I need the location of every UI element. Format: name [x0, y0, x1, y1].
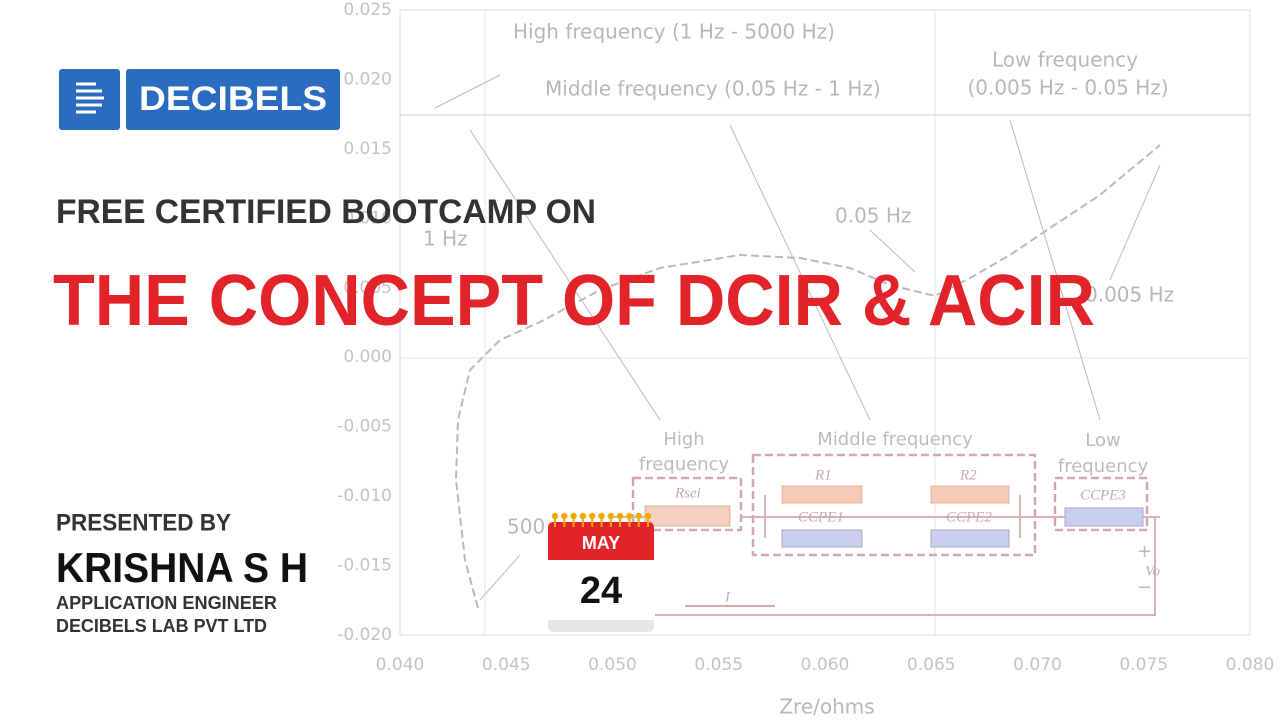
- component-label: CCPE3: [1080, 487, 1126, 503]
- y-tick-label: 0.025: [343, 0, 392, 20]
- y-tick-label: 0.020: [343, 69, 392, 89]
- terminal-label: +: [1137, 541, 1152, 562]
- component-label: Rsei: [674, 485, 701, 501]
- calendar-month: MAY: [582, 533, 620, 553]
- circuit-label: Middle frequency: [817, 429, 973, 450]
- annotation: 500: [507, 515, 545, 539]
- x-tick-label: 0.065: [907, 655, 956, 675]
- annotation: Low frequency: [992, 48, 1138, 72]
- component-label: CCPE1: [798, 509, 844, 525]
- circuit-label: Low: [1085, 430, 1120, 451]
- annotation: (0.005 Hz - 0.05 Hz): [967, 76, 1168, 100]
- y-tick-label: 0.000: [343, 347, 392, 367]
- component-label: R2: [959, 467, 977, 483]
- background-plot: -0.020 -0.015 -0.010 -0.005 0.000 0.005 0.010 0…: [337, 0, 1274, 719]
- annotation: High frequency (1 Hz - 5000 Hz): [513, 20, 835, 44]
- current-label: I: [724, 589, 731, 605]
- y-tick-label: -0.020: [337, 625, 392, 645]
- headline-title: THE CONCEPT OF DCIR & ACIR: [53, 261, 1095, 341]
- annotation: 1 Hz: [423, 227, 468, 251]
- logo-icon-lines: [76, 82, 104, 114]
- logo-box: [126, 69, 340, 130]
- x-tick-label: 0.070: [1013, 655, 1062, 675]
- presenter-company: DECIBELS LAB PVT LTD: [56, 616, 267, 636]
- curve-arrows: [434, 74, 1161, 601]
- annotation: 0.05 Hz: [835, 204, 911, 228]
- x-tick-label: 0.045: [482, 655, 531, 675]
- circuit-label: frequency: [639, 454, 730, 475]
- y-tick-label: 0.005: [343, 278, 392, 298]
- circuit: [610, 453, 1160, 616]
- logo: DECIBELS: [59, 69, 340, 130]
- y-tick-label: -0.010: [337, 486, 392, 506]
- terminal-label: −: [1137, 577, 1152, 598]
- impedance-curve: [454, 144, 1161, 609]
- circuit-label: High: [663, 429, 704, 450]
- presented-by: PRESENTED BY: [56, 509, 231, 536]
- y-tick-label: -0.015: [337, 556, 392, 576]
- x-tick-label: 0.075: [1119, 655, 1168, 675]
- x-tick-label: 0.055: [694, 655, 743, 675]
- calendar: MAY 24: [548, 512, 654, 632]
- component-label: R1: [814, 467, 832, 483]
- logo-text: DECIBELS: [139, 80, 327, 118]
- circuit-label: frequency: [1058, 456, 1149, 477]
- x-tick-label: 0.060: [801, 655, 850, 675]
- calendar-header: [548, 522, 654, 560]
- x-tick-label: 0.050: [588, 655, 637, 675]
- component-label: CCPE2: [946, 509, 992, 525]
- x-tick-label: 0.040: [376, 655, 425, 675]
- annotation: Middle frequency (0.05 Hz - 1 Hz): [545, 77, 881, 101]
- annotation: 0.005 Hz: [1085, 283, 1174, 307]
- presenter-role: APPLICATION ENGINEER: [56, 593, 277, 613]
- calendar-page: [548, 560, 654, 620]
- calendar-rings: [551, 512, 652, 527]
- kicker: FREE CERTIFIED BOOTCAMP ON: [56, 193, 596, 231]
- presenter-name: KRISHNA S H: [56, 544, 308, 591]
- plot-frame: [399, 9, 1251, 636]
- y-tick-label: 0.010: [343, 208, 392, 228]
- x-axis-label: Zre/ohms: [779, 695, 874, 719]
- terminal-label: Vo: [1145, 563, 1161, 579]
- calendar-day: 24: [580, 570, 622, 612]
- y-tick-label: -0.005: [337, 417, 392, 437]
- y-tick-label: 0.015: [343, 139, 392, 159]
- x-tick-label: 0.080: [1226, 655, 1275, 675]
